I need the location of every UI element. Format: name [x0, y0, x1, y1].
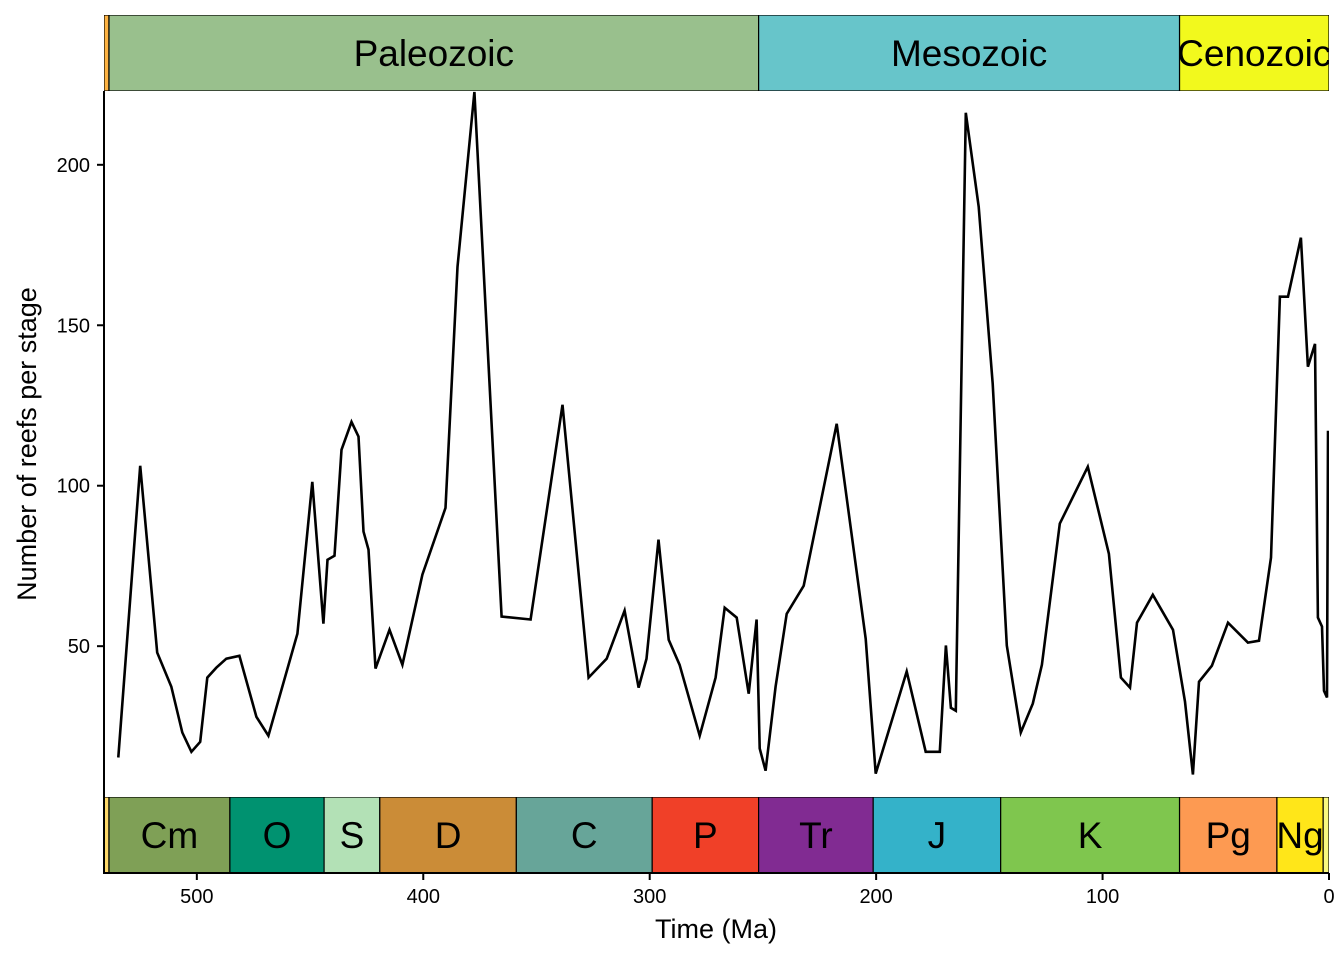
x-tick-label: 300: [633, 886, 666, 908]
period-box: [379, 797, 517, 873]
period-box: [651, 797, 760, 873]
era-box: [758, 15, 1181, 91]
period-label: J: [928, 815, 947, 856]
period-label: D: [435, 815, 462, 856]
period-label: P: [693, 815, 718, 856]
period-label: Pg: [1206, 815, 1251, 856]
series-line-reefs: [117, 91, 1329, 775]
era-box: [104, 15, 110, 91]
period-box: [1000, 797, 1181, 873]
period-label: C: [571, 815, 598, 856]
era-label: Paleozoic: [354, 33, 514, 74]
era-band: Paleozoic Mesozoic Cenozoic: [104, 15, 1331, 91]
period-box: [1276, 797, 1324, 873]
x-tick-label: 500: [180, 886, 213, 908]
y-axis-label: Number of reefs per stage: [12, 287, 42, 601]
period-box: [229, 797, 325, 873]
x-tick-label: 400: [407, 886, 440, 908]
period-box: [758, 797, 874, 873]
period-box: [1322, 797, 1329, 873]
period-label: S: [340, 815, 365, 856]
y-tick-label: 200: [57, 155, 90, 177]
period-band: Cm O S D C P Tr J K Pg Ng: [104, 797, 1329, 873]
period-box: [872, 797, 1002, 873]
era-box: [108, 15, 760, 91]
y-ticks: 50 100 150 200: [57, 155, 104, 658]
era-label: Mesozoic: [891, 33, 1047, 74]
period-box: [108, 797, 231, 873]
plot-area: [117, 91, 1329, 775]
era-label: Cenozoic: [1177, 33, 1331, 74]
period-label: Tr: [799, 815, 833, 856]
period-label: O: [263, 815, 292, 856]
period-label: Cm: [141, 815, 199, 856]
x-tick-label: 0: [1323, 886, 1334, 908]
x-ticks: 500 400 300 200 100 0: [180, 873, 1335, 908]
era-box: [1178, 15, 1329, 91]
period-box: [323, 797, 381, 873]
x-tick-label: 200: [859, 886, 892, 908]
period-label: Ng: [1276, 815, 1323, 856]
y-tick-label: 100: [57, 476, 90, 498]
period-label: K: [1078, 815, 1103, 856]
period-box: [1178, 797, 1278, 873]
x-axis-label: Time (Ma): [655, 914, 777, 944]
y-tick-label: 150: [57, 315, 90, 337]
x-tick-label: 100: [1086, 886, 1119, 908]
y-tick-label: 50: [68, 636, 90, 658]
